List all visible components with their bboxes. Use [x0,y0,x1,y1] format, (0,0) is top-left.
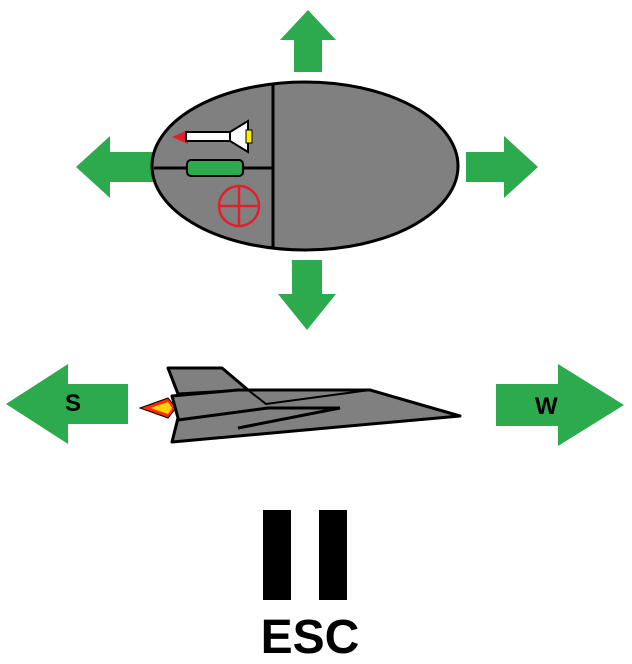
crosshair-icon [217,184,261,228]
mouse-icon [150,80,460,252]
thrust-key-label: W [535,393,558,420]
arrow-left-icon [6,364,128,444]
brake-key-label: S [65,390,82,417]
arrow-right-icon [496,364,624,446]
missile-icon [172,119,253,154]
arrow-up-icon [280,10,336,72]
arrow-down-icon [278,260,336,330]
jet-icon [138,366,462,444]
arrow-right-icon [466,136,538,198]
battery-icon [186,159,271,177]
arrow-left-icon [76,136,154,198]
pause-key-label: ESC [260,611,360,664]
